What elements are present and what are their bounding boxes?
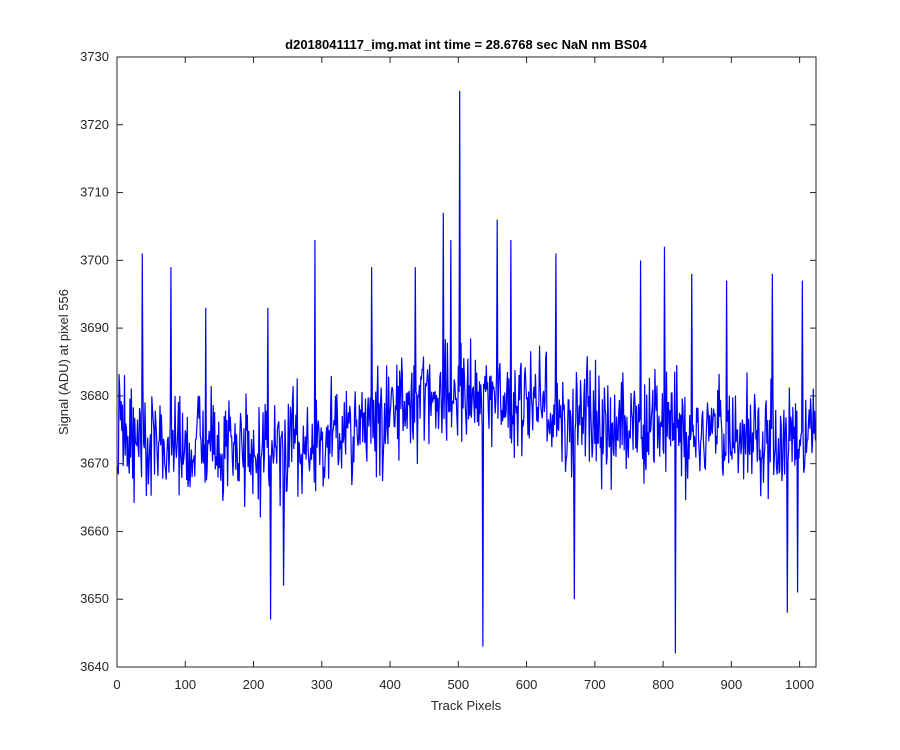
x-tick-label: 800 <box>652 677 674 692</box>
y-tick-label: 3660 <box>80 523 109 538</box>
y-axis-ticks: 3640 3650 3660 3670 3680 3690 3700 3710 3720 3730 <box>80 49 816 674</box>
x-tick-label: 700 <box>584 677 606 692</box>
series-layer <box>117 90 817 654</box>
y-tick-label: 3700 <box>80 252 109 267</box>
y-tick-label: 3710 <box>80 185 109 200</box>
x-axis-ticks: 0 100 200 300 400 500 600 700 800 900 1000 <box>113 57 814 692</box>
y-tick-label: 3670 <box>80 456 109 471</box>
plot-area <box>117 57 816 667</box>
y-tick-label: 3640 <box>80 659 109 674</box>
y-tick-label: 3690 <box>80 320 109 335</box>
x-tick-label: 1000 <box>785 677 814 692</box>
x-tick-label: 200 <box>243 677 265 692</box>
y-tick-label: 3650 <box>80 591 109 606</box>
y-tick-label: 3730 <box>80 49 109 64</box>
x-tick-label: 900 <box>721 677 743 692</box>
y-axis-label: Signal (ADU) at pixel 556 <box>56 289 71 435</box>
y-tick-label: 3680 <box>80 388 109 403</box>
x-tick-label: 300 <box>311 677 333 692</box>
x-tick-label: 600 <box>516 677 538 692</box>
x-tick-label: 100 <box>174 677 196 692</box>
signal-series-line <box>117 90 817 654</box>
x-axis-label: Track Pixels <box>431 698 502 713</box>
x-tick-label: 400 <box>379 677 401 692</box>
chart-title: d2018041117_img.mat int time = 28.6768 s… <box>285 37 647 52</box>
x-tick-label: 500 <box>447 677 469 692</box>
axes-box <box>116 56 817 668</box>
y-tick-label: 3720 <box>80 117 109 132</box>
x-tick-label: 0 <box>113 677 120 692</box>
